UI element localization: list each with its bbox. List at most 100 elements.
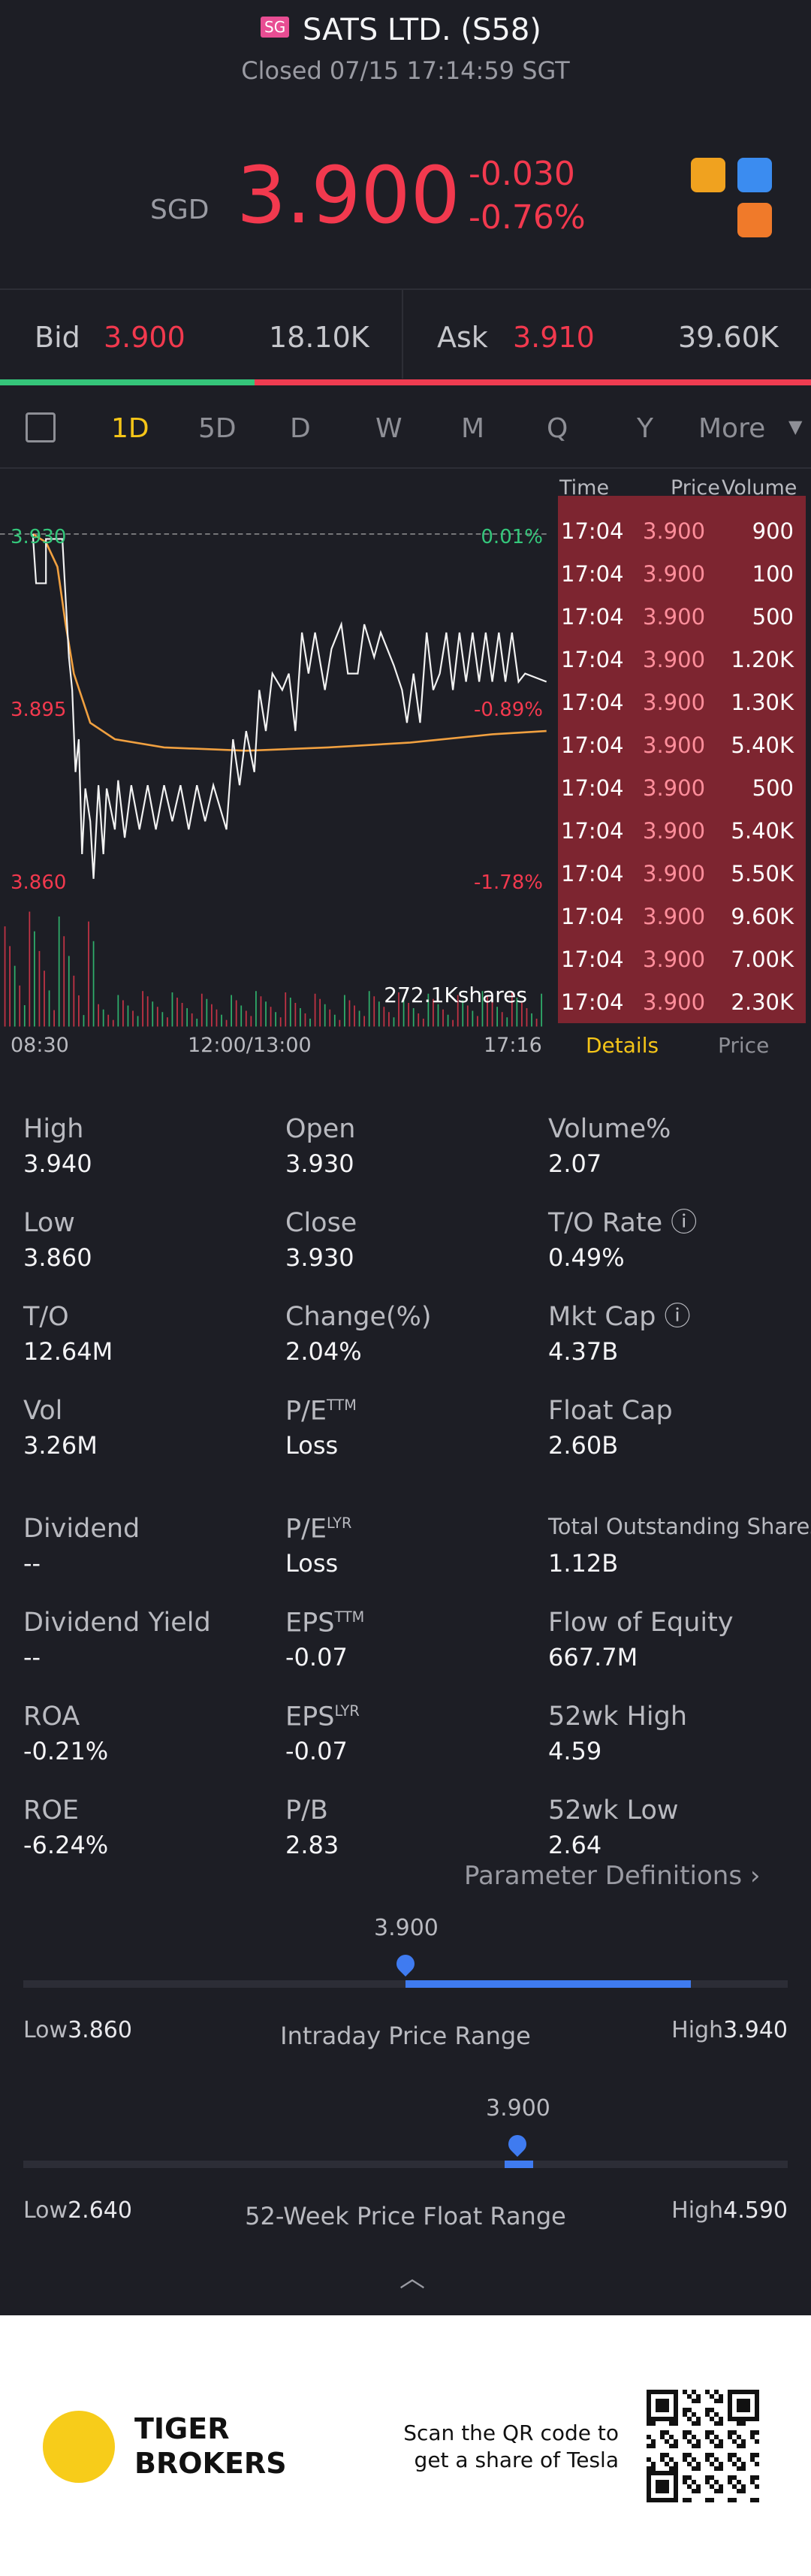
qr-module — [710, 2462, 714, 2466]
period-tab[interactable]: Q — [547, 413, 568, 444]
period-tab[interactable]: More — [698, 413, 766, 444]
qr-module — [687, 2475, 692, 2480]
range-low-label: Low — [23, 2017, 68, 2043]
range-low: 2.640 — [68, 2197, 132, 2224]
qr-module — [710, 2439, 714, 2444]
qr-module — [714, 2412, 719, 2417]
qr-module — [737, 2457, 741, 2462]
qr-module — [669, 2457, 674, 2462]
qr-module — [728, 2457, 732, 2462]
period-tab[interactable]: 1D — [111, 413, 149, 444]
qr-module — [741, 2462, 746, 2466]
period-tab[interactable]: 5D — [198, 413, 237, 444]
qr-module — [746, 2417, 750, 2421]
trades-tab[interactable]: Price — [718, 1033, 770, 1058]
qr-module — [737, 2399, 741, 2403]
stat-label: Flow of Equity — [548, 1610, 734, 1636]
trades-header: Time — [559, 476, 610, 500]
qr-module — [687, 2439, 692, 2444]
qr-module — [674, 2475, 678, 2480]
link-text[interactable]: Parameter Definitions — [464, 1861, 743, 1891]
label-sup: TTM — [327, 1397, 357, 1414]
stat-value: 3.860 — [23, 1243, 92, 1272]
qr-module — [728, 2408, 732, 2412]
change: -0.030 — [469, 155, 575, 193]
time-label: 17:16 — [484, 1034, 542, 1057]
icon-flash[interactable] — [737, 158, 772, 192]
qr-module — [669, 2444, 674, 2448]
qr-module — [728, 2399, 732, 2403]
stat-value: 3.930 — [285, 1243, 354, 1272]
qr-module — [656, 2498, 660, 2502]
qr-module — [660, 2399, 665, 2403]
trade-time: 17:04 — [561, 947, 624, 972]
qr-module — [674, 2489, 678, 2493]
price-line — [32, 533, 547, 879]
period-tab[interactable]: D — [290, 413, 311, 444]
bid-volume: 18.10K — [269, 321, 369, 354]
trade-price: 3.900 — [643, 904, 706, 929]
info-icon[interactable]: ⓘ — [656, 1302, 691, 1332]
qr-module — [755, 2390, 759, 2394]
stat-label: Total Outstanding Shares — [548, 1516, 811, 1538]
qr-code — [647, 2390, 759, 2502]
icon-orange[interactable] — [737, 203, 772, 237]
qr-module — [750, 2453, 755, 2457]
trade-volume: 100 — [752, 561, 794, 587]
qr-module — [660, 2480, 665, 2484]
qr-module — [719, 2462, 723, 2466]
period-tab[interactable]: Y — [637, 413, 653, 444]
qr-module — [719, 2444, 723, 2448]
stat-label: T/O — [23, 1304, 69, 1330]
layout-icon[interactable] — [26, 412, 56, 442]
divider — [402, 290, 403, 379]
qr-module — [737, 2444, 741, 2448]
qr-module — [705, 2390, 710, 2394]
label-text: Dividend — [23, 1514, 140, 1544]
range-high: High3.940 — [671, 2019, 788, 2042]
qr-module — [714, 2390, 719, 2394]
qr-module — [741, 2466, 746, 2471]
range-low: Low3.860 — [23, 2019, 132, 2042]
stock-title: SATS LTD. (S58) — [303, 13, 541, 47]
trades-tab[interactable]: Details — [586, 1033, 659, 1058]
qr-module — [674, 2403, 678, 2408]
qr-module — [719, 2466, 723, 2471]
period-tab[interactable]: M — [461, 413, 485, 444]
qr-module — [728, 2475, 732, 2480]
qr-module — [665, 2430, 669, 2435]
trade-volume: 900 — [752, 518, 794, 544]
qr-module — [737, 2403, 741, 2408]
qr-module — [665, 2453, 669, 2457]
period-tab[interactable]: W — [375, 413, 402, 444]
info-icon[interactable]: ⓘ — [662, 1208, 698, 1238]
price-level: 3.860 — [11, 871, 67, 894]
trade-price: 3.900 — [643, 775, 706, 801]
market-badge: SG — [261, 17, 290, 38]
qr-module — [651, 2462, 656, 2466]
qr-module — [692, 2390, 696, 2394]
qr-module — [719, 2439, 723, 2444]
icon-dollar[interactable] — [691, 158, 725, 192]
change-pct: -0.76% — [469, 198, 586, 237]
qr-module — [647, 2466, 651, 2471]
qr-module — [669, 2498, 674, 2502]
qr-module — [719, 2484, 723, 2489]
qr-module — [732, 2484, 737, 2489]
qr-module — [714, 2444, 719, 2448]
label-text: Volume% — [548, 1114, 671, 1144]
volume-total: 272.1Kshares — [384, 983, 527, 1007]
logo — [43, 2411, 115, 2483]
qr-module — [656, 2471, 660, 2475]
qr-module — [755, 2417, 759, 2421]
trade-time: 17:04 — [561, 561, 624, 587]
qr-module — [696, 2444, 701, 2448]
collapse-chevron[interactable]: ︿ — [399, 2263, 425, 2294]
qr-module — [660, 2435, 665, 2439]
qr-module — [696, 2394, 701, 2399]
label-text: P/B — [285, 1795, 328, 1826]
more-caret[interactable]: ▼ — [788, 416, 803, 437]
label-text: 52wk Low — [548, 1795, 679, 1826]
parameter-definitions[interactable]: Parameter Definitions › — [464, 1861, 761, 1891]
